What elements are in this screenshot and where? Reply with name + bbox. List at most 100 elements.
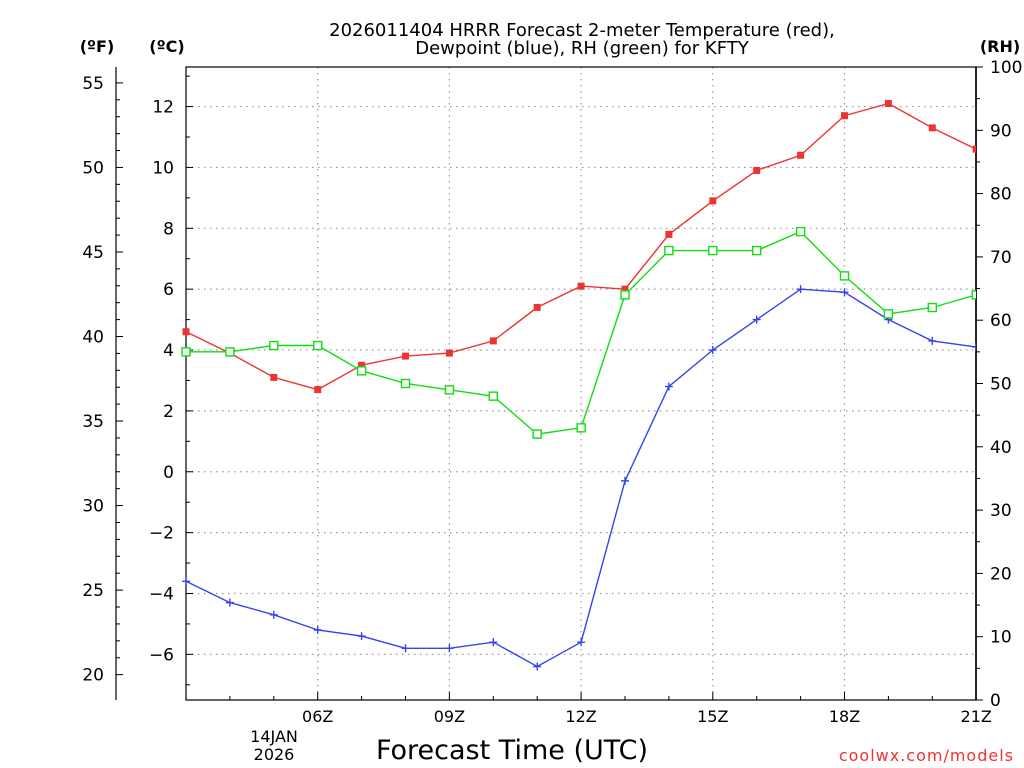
- fahrenheit-tick-label-35: 35: [82, 412, 104, 432]
- celsius-unit-label: (ºC): [149, 37, 184, 56]
- series-layer: [181, 100, 976, 671]
- rh-tick-label-60: 60: [990, 311, 1012, 331]
- fahrenheit-tick-label-30: 30: [82, 497, 104, 517]
- temperature-marker: [270, 373, 278, 381]
- rh-marker: [532, 429, 542, 439]
- rh-marker: [269, 340, 279, 351]
- rh-marker: [313, 340, 323, 351]
- dewpoint-marker: [225, 598, 234, 607]
- fahrenheit-tick-label-55: 55: [82, 74, 104, 94]
- date-label-day: 14JAN: [250, 727, 298, 746]
- chart-title-line1: 2026011404 HRRR Forecast 2-meter Tempera…: [329, 20, 835, 41]
- rh-marker: [839, 271, 850, 281]
- x-tick-label-06Z: 06Z: [302, 707, 333, 726]
- rh-marker: [444, 385, 455, 395]
- fahrenheit-tick-label-45: 45: [82, 243, 104, 263]
- watermark: coolwx.com/models: [839, 746, 1014, 765]
- fahrenheit-tick-label-50: 50: [82, 158, 104, 178]
- rh-tick-label-10: 10: [990, 628, 1012, 648]
- x-tick-label-18Z: 18Z: [829, 707, 860, 726]
- x-axis-title: Forecast Time (UTC): [376, 735, 648, 766]
- rh-marker: [971, 290, 976, 300]
- dewpoint-marker: [972, 342, 976, 351]
- rh-tick-label-40: 40: [990, 438, 1012, 458]
- rh-tick-label-20: 20: [990, 564, 1012, 584]
- fahrenheit-tick-label-20: 20: [82, 666, 104, 686]
- x-tick-label-15Z: 15Z: [697, 707, 728, 726]
- fahrenheit-unit-label: (ºF): [80, 37, 115, 56]
- dewpoint-marker: [269, 610, 278, 619]
- dewpoint-marker: [796, 285, 805, 294]
- rh-marker: [664, 245, 674, 256]
- rh-marker: [795, 226, 806, 237]
- x-tick-label-21Z: 21Z: [961, 707, 992, 726]
- x-tick-label-09Z: 09Z: [434, 707, 465, 726]
- temperature-marker: [621, 285, 629, 293]
- rh-marker: [576, 423, 586, 433]
- temperature-marker: [972, 145, 976, 153]
- celsius-tick-label-12: 12: [152, 98, 174, 118]
- temperature-marker: [182, 328, 190, 336]
- celsius-tick-label-10: 10: [152, 158, 174, 178]
- dewpoint-marker: [928, 336, 937, 345]
- temperature-marker: [314, 386, 322, 394]
- fahrenheit-tick-label-40: 40: [82, 327, 104, 347]
- fahrenheit-tick-label-25: 25: [82, 581, 104, 601]
- rh-marker: [356, 366, 367, 376]
- relative-humidity-series: [181, 226, 976, 439]
- rh-marker: [883, 309, 894, 319]
- temperature-series: [182, 100, 976, 394]
- dewpoint-marker: [708, 346, 717, 355]
- rh-unit-label: (RH): [980, 37, 1020, 56]
- rh-marker: [488, 391, 498, 401]
- dewpoint-marker: [752, 315, 761, 324]
- dewpoint-marker: [840, 288, 849, 297]
- chart-title-line2: Dewpoint (blue), RH (green) for KFTY: [415, 38, 750, 59]
- date-label-year: 2026: [254, 745, 295, 764]
- plot-frame: [185, 66, 977, 701]
- rh-marker: [181, 347, 191, 357]
- celsius-tick-label--2: −2: [149, 524, 174, 544]
- temperature-marker: [797, 151, 805, 159]
- celsius-tick-label-4: 4: [163, 341, 174, 361]
- dewpoint-marker: [445, 644, 454, 653]
- rh-tick-label-30: 30: [990, 501, 1012, 521]
- temperature-marker: [665, 230, 673, 238]
- celsius-tick-label-6: 6: [163, 280, 174, 300]
- dewpoint-marker: [664, 382, 673, 391]
- dewpoint-marker: [577, 638, 586, 647]
- dewpoint-marker: [621, 476, 629, 485]
- temperature-marker: [753, 166, 761, 174]
- dewpoint-series: [182, 285, 976, 671]
- celsius-tick-label-8: 8: [163, 219, 174, 239]
- rh-marker: [927, 302, 937, 313]
- dewpoint-marker: [489, 638, 498, 647]
- rh-marker: [225, 347, 235, 357]
- grid-lines: [186, 67, 977, 700]
- temperature-marker: [841, 112, 848, 120]
- dewpoint-marker: [357, 632, 366, 641]
- temperature-marker: [533, 303, 541, 311]
- rh-tick-label-80: 80: [990, 185, 1012, 205]
- celsius-tick-label-0: 0: [163, 463, 174, 483]
- rh-tick-label-90: 90: [990, 121, 1012, 141]
- temperature-marker: [577, 282, 585, 290]
- celsius-tick-label--6: −6: [149, 645, 174, 665]
- temperature-marker: [445, 349, 453, 357]
- rh-tick-label-70: 70: [990, 248, 1012, 268]
- rh-tick-label-50: 50: [990, 375, 1012, 395]
- rh-marker: [400, 378, 411, 389]
- celsius-tick-label-2: 2: [163, 402, 174, 422]
- temperature-marker: [928, 124, 936, 132]
- temperature-marker: [402, 352, 409, 360]
- rh-tick-label-100: 100: [990, 58, 1022, 78]
- dewpoint-marker: [533, 662, 542, 671]
- dewpoint-marker: [313, 626, 322, 635]
- temperature-marker: [358, 361, 366, 369]
- temperature-marker: [709, 197, 717, 205]
- temperature-marker: [884, 100, 892, 108]
- rh-marker: [752, 245, 762, 256]
- rh-marker: [708, 245, 718, 256]
- axes-ticks-and-labels: 06Z 09Z 12Z 15Z 18Z 21Z −6 −4 −2 0 2 4 6 8 10 12 20 25 30 3…: [82, 58, 1022, 726]
